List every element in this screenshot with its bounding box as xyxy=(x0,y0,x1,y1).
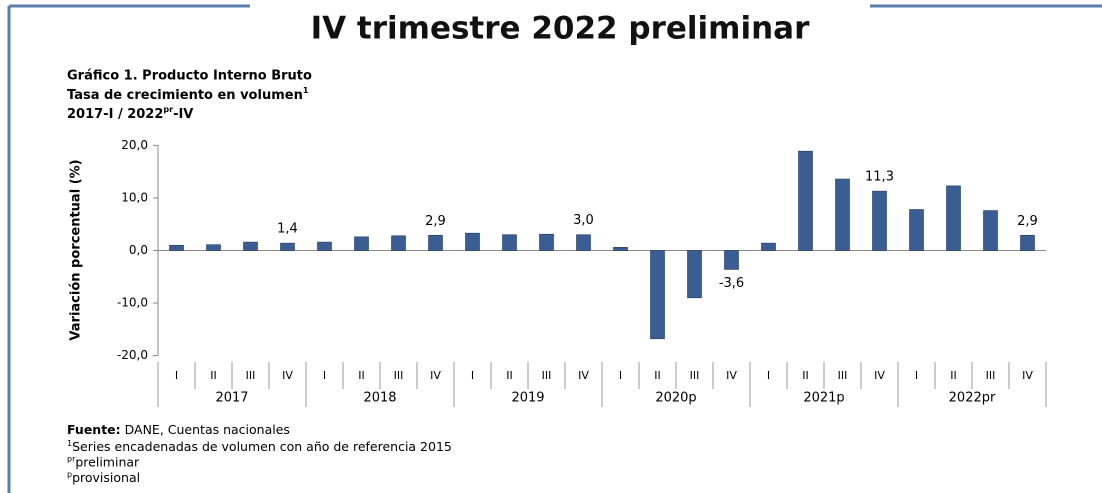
value-label: 2,9 xyxy=(1017,214,1038,229)
bar xyxy=(539,233,554,251)
bar xyxy=(650,250,665,340)
footnote-text: preliminar xyxy=(75,454,140,469)
source-note: Fuente: DANE, Cuentas nacionales xyxy=(67,422,290,437)
period-text: 2017-I / 2022 xyxy=(67,107,163,122)
x-tick-label: III xyxy=(690,369,700,382)
x-tick-label: II xyxy=(210,369,217,382)
x-tick-label: IV xyxy=(874,369,885,382)
group-label: 2019 xyxy=(511,391,544,406)
x-tick-label: II xyxy=(950,369,957,382)
footnote-text: Series encadenadas de volumen con año de… xyxy=(72,439,452,454)
group-label: 2021p xyxy=(803,391,844,406)
value-label: 2,9 xyxy=(425,214,446,229)
source-text: DANE, Cuentas nacionales xyxy=(121,422,290,437)
footnote: pprovisional xyxy=(67,470,140,485)
bar xyxy=(724,250,739,270)
x-tick-label: III xyxy=(838,369,848,382)
chart-period: 2017-I / 2022pr-IV xyxy=(67,105,193,122)
period-text: -IV xyxy=(173,107,193,122)
value-label: 1,4 xyxy=(277,222,298,237)
bar xyxy=(169,244,184,251)
subtitle-sup: 1 xyxy=(303,86,309,95)
bar xyxy=(909,209,924,251)
y-tick-label: 10,0 xyxy=(121,190,148,204)
bar xyxy=(576,234,591,251)
x-tick-label: III xyxy=(394,369,404,382)
group-label: 2020p xyxy=(655,391,696,406)
y-axis-label: Variación porcentual (%) xyxy=(69,159,84,340)
y-tick-label: -20,0 xyxy=(117,348,148,362)
bar xyxy=(983,210,998,251)
bar xyxy=(687,250,702,299)
x-tick-label: II xyxy=(802,369,809,382)
footnote-sup: pr xyxy=(67,454,76,463)
x-tick-label: IV xyxy=(578,369,589,382)
group-label: 2022pr xyxy=(949,391,996,406)
bar xyxy=(465,232,480,251)
x-tick-label: I xyxy=(471,369,474,382)
page-title: IV trimestre 2022 preliminar xyxy=(311,11,810,47)
x-tick-label: II xyxy=(654,369,661,382)
bar xyxy=(1020,234,1035,251)
value-label: -3,6 xyxy=(719,276,744,291)
source-label: Fuente: xyxy=(67,422,121,437)
bar xyxy=(428,234,443,251)
bar xyxy=(798,150,813,251)
value-label: 3,0 xyxy=(573,213,594,228)
x-tick-label: I xyxy=(175,369,178,382)
group-label: 2017 xyxy=(215,391,248,406)
x-tick-label: III xyxy=(986,369,996,382)
x-tick-label: IV xyxy=(1022,369,1033,382)
period-sup: pr xyxy=(163,105,173,114)
bar xyxy=(317,241,332,251)
bar xyxy=(872,190,887,251)
x-tick-label: IV xyxy=(282,369,293,382)
x-tick-label: I xyxy=(915,369,918,382)
y-tick-label: 0,0 xyxy=(129,243,148,257)
x-tick-label: I xyxy=(767,369,770,382)
footnote-sup: p xyxy=(67,470,72,479)
y-tick-label: 20,0 xyxy=(121,138,148,152)
footnote-text: provisional xyxy=(72,470,140,485)
x-tick-label: II xyxy=(358,369,365,382)
bar xyxy=(391,235,406,251)
bar xyxy=(280,242,295,251)
bar xyxy=(835,178,850,251)
x-tick-label: III xyxy=(246,369,256,382)
y-tick-label: -10,0 xyxy=(117,296,148,310)
footnote-sup: 1 xyxy=(67,439,72,448)
bar xyxy=(761,242,776,251)
subtitle-text: Tasa de crecimiento en volumen xyxy=(67,88,303,103)
bar xyxy=(502,234,517,251)
x-tick-label: II xyxy=(506,369,513,382)
footnote: prpreliminar xyxy=(67,454,140,469)
x-tick-label: I xyxy=(619,369,622,382)
footnote: 1Series encadenadas de volumen con año d… xyxy=(67,439,452,454)
bar xyxy=(243,241,258,251)
value-label: 11,3 xyxy=(865,170,894,185)
chart-title: Gráfico 1. Producto Interno Bruto xyxy=(67,69,312,84)
bar xyxy=(613,247,628,251)
x-tick-label: III xyxy=(542,369,552,382)
bar xyxy=(354,236,369,251)
x-tick-label: IV xyxy=(430,369,441,382)
bar xyxy=(946,185,961,251)
chart-subtitle: Tasa de crecimiento en volumen1 xyxy=(67,86,309,103)
bar xyxy=(206,244,221,251)
group-label: 2018 xyxy=(363,391,396,406)
x-tick-label: IV xyxy=(726,369,737,382)
x-tick-label: I xyxy=(323,369,326,382)
